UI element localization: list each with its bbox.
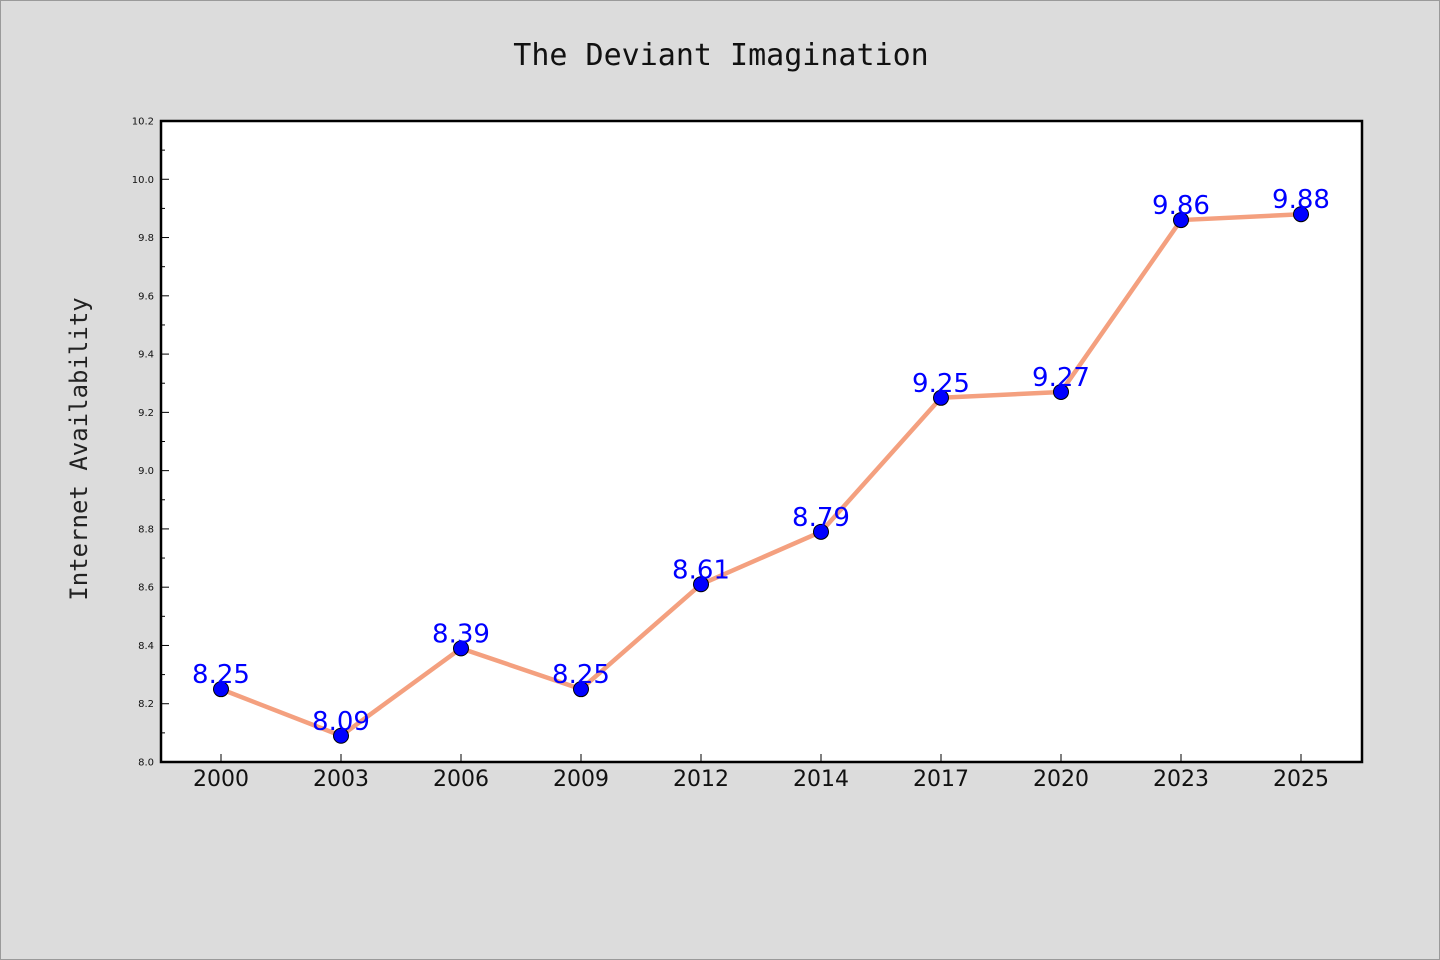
data-label: 8.39	[432, 619, 490, 649]
plot-frame	[159, 119, 1364, 764]
data-point	[1053, 383, 1069, 400]
data-point	[333, 727, 349, 744]
y-tick-label: 9.0	[138, 466, 154, 477]
x-tick-label: 2014	[793, 767, 849, 792]
y-tick-label: 9.6	[138, 291, 154, 302]
x-tick-label: 2009	[553, 767, 609, 792]
y-axis-label: Internet Availability	[65, 297, 93, 600]
data-point	[213, 681, 229, 698]
y-tick-label: 9.2	[138, 408, 154, 419]
data-label: 8.61	[672, 555, 730, 585]
y-tick-label: 9.8	[138, 233, 154, 244]
data-point	[453, 640, 469, 657]
y-tick-label: 8.2	[138, 699, 154, 710]
data-point	[693, 576, 709, 593]
x-tick-label: 2020	[1033, 767, 1089, 792]
x-tick-label: 2006	[433, 767, 489, 792]
x-tick-label: 2003	[313, 767, 369, 792]
y-tick-label: 10.0	[132, 175, 154, 186]
series-line	[218, 211, 1304, 739]
x-tick-label: 2000	[193, 767, 249, 792]
y-tick-label: 10.2	[132, 117, 154, 128]
y-axis: 8.0 8.2 8.4 8.6 8.8 9.0 9.2 9.4 9.6 9.8 10.0 10.2	[132, 117, 169, 769]
data-label: 9.27	[1032, 363, 1090, 393]
data-label: 8.09	[312, 707, 370, 737]
x-tick-label: 2025	[1273, 767, 1329, 792]
data-point	[1173, 212, 1189, 229]
data-point	[573, 681, 589, 698]
x-axis: 2000 2003 2006 2009 2012 2014 2017 2020 2023 2025	[193, 754, 1329, 792]
data-point	[813, 523, 829, 540]
y-tick-label: 8.6	[138, 583, 154, 594]
data-label: 8.25	[192, 660, 250, 690]
data-label: 9.25	[912, 369, 970, 399]
y-tick-label: 8.8	[138, 524, 154, 535]
series-layer: 8.25 8.09 8.39 8.25 8.61 8.79 9.25 9.27 9.86 9.88	[192, 185, 1330, 744]
x-tick-label: 2012	[673, 767, 729, 792]
y-tick-label: 9.4	[138, 350, 154, 361]
data-label: 8.79	[792, 503, 850, 533]
x-tick-label: 2017	[913, 767, 969, 792]
data-label: 8.25	[552, 660, 610, 690]
data-label: 9.86	[1152, 191, 1210, 221]
y-tick-label: 8.4	[138, 641, 154, 652]
data-point	[933, 389, 949, 406]
x-tick-label: 2023	[1153, 767, 1209, 792]
data-label: 9.88	[1272, 185, 1330, 215]
y-tick-label: 8.0	[138, 758, 154, 769]
chart-title: The Deviant Imagination	[513, 38, 928, 73]
data-point	[1293, 206, 1309, 223]
plot-area	[161, 121, 1362, 762]
